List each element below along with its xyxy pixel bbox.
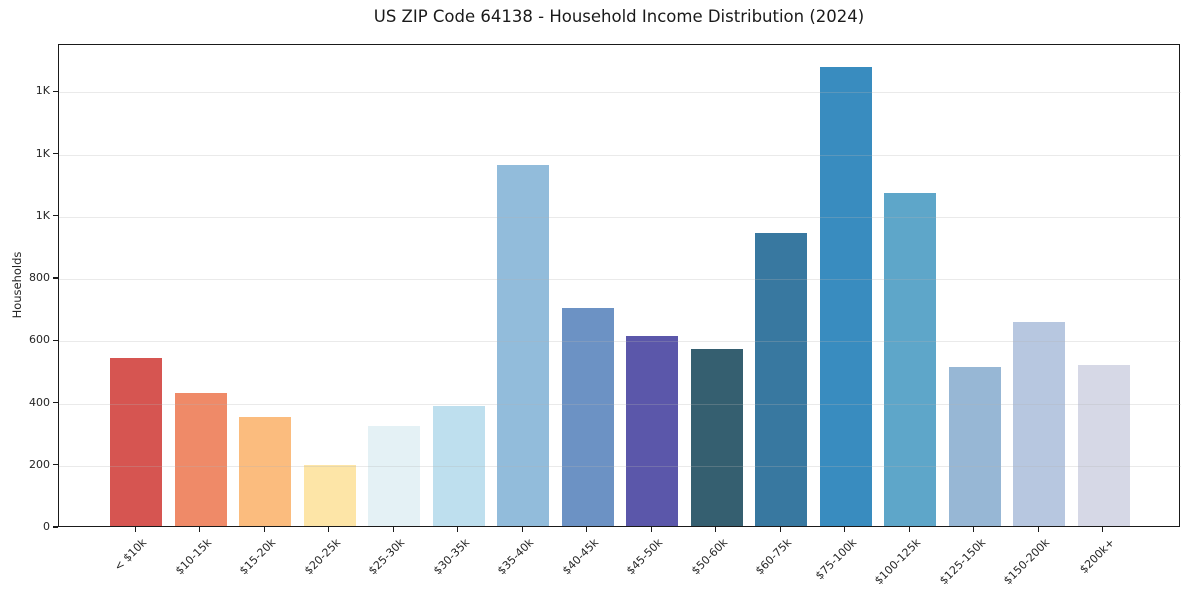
x-tick-label: $100-125k bbox=[872, 536, 924, 588]
y-tick-label: 1K bbox=[35, 208, 50, 222]
y-tick-mark bbox=[53, 215, 58, 217]
bar bbox=[948, 366, 1001, 526]
x-tick-label: $35-40k bbox=[495, 536, 537, 578]
x-tick-label: $25-30k bbox=[366, 536, 408, 578]
bar bbox=[1077, 364, 1130, 526]
x-tick-mark bbox=[715, 527, 717, 532]
bar bbox=[690, 348, 743, 526]
y-tick-label: 800 bbox=[29, 271, 50, 285]
gridline bbox=[59, 154, 1181, 156]
gridline bbox=[59, 216, 1181, 218]
y-tick-label: 400 bbox=[29, 395, 50, 409]
bar bbox=[303, 465, 356, 526]
x-tick-label: $125-150k bbox=[936, 536, 988, 588]
chart-title: US ZIP Code 64138 - Household Income Dis… bbox=[373, 7, 865, 26]
x-tick-mark bbox=[328, 527, 330, 532]
y-tick-label: 600 bbox=[29, 333, 50, 347]
x-tick-label: $200k+ bbox=[1076, 536, 1117, 577]
y-tick-mark bbox=[53, 152, 58, 155]
x-tick-label: $20-25k bbox=[301, 536, 343, 578]
x-tick-mark bbox=[199, 527, 201, 532]
x-tick-mark bbox=[134, 527, 136, 532]
x-tick-label: $50-60k bbox=[688, 536, 730, 578]
y-tick-label: 1K bbox=[35, 84, 50, 98]
y-tick-label: 200 bbox=[29, 457, 50, 471]
y-tick-mark bbox=[53, 464, 58, 466]
bar bbox=[1013, 322, 1066, 526]
x-tick-mark bbox=[457, 527, 459, 532]
x-tick-mark bbox=[586, 527, 588, 532]
x-tick-label: < $10k bbox=[111, 536, 150, 574]
bar bbox=[626, 335, 679, 526]
x-tick-mark bbox=[908, 527, 910, 532]
gridline bbox=[59, 403, 1181, 405]
x-tick-label: $40-45k bbox=[559, 536, 601, 578]
x-tick-label: $150-200k bbox=[1001, 536, 1053, 588]
x-tick-mark bbox=[650, 527, 652, 532]
y-tick-mark bbox=[53, 277, 58, 279]
x-tick-mark bbox=[779, 527, 781, 532]
bar bbox=[174, 392, 227, 526]
gridline bbox=[59, 92, 1181, 94]
plot-area bbox=[58, 44, 1181, 527]
x-tick-label: $10-15k bbox=[172, 536, 214, 578]
gridline bbox=[59, 341, 1181, 343]
x-tick-mark bbox=[521, 527, 523, 532]
y-tick-mark bbox=[53, 401, 58, 404]
bar bbox=[561, 308, 614, 526]
y-tick-mark bbox=[53, 526, 58, 528]
x-tick-label: $60-75k bbox=[753, 536, 795, 578]
y-tick-mark bbox=[53, 339, 58, 341]
bar bbox=[432, 406, 485, 526]
x-tick-mark bbox=[973, 527, 975, 532]
x-tick-mark bbox=[1037, 527, 1039, 532]
x-tick-mark bbox=[392, 527, 394, 532]
bar bbox=[239, 417, 292, 526]
x-tick-mark bbox=[1102, 527, 1104, 532]
bar bbox=[497, 165, 550, 526]
x-tick-label: $45-50k bbox=[624, 536, 666, 578]
x-tick-label: $30-35k bbox=[430, 536, 472, 578]
x-tick-label: $75-100k bbox=[812, 536, 859, 583]
bar bbox=[755, 233, 808, 526]
gridline bbox=[59, 465, 1181, 467]
y-tick-label: 0 bbox=[43, 520, 50, 533]
gridline bbox=[59, 279, 1181, 281]
bar bbox=[110, 357, 163, 526]
x-tick-mark bbox=[263, 527, 265, 532]
bar bbox=[819, 66, 872, 526]
x-tick-label: $15-20k bbox=[237, 536, 279, 578]
y-tick-mark bbox=[53, 90, 58, 92]
bar bbox=[368, 425, 421, 526]
bar bbox=[884, 193, 937, 526]
x-tick-mark bbox=[844, 527, 846, 532]
y-tick-label: 1K bbox=[35, 146, 50, 160]
